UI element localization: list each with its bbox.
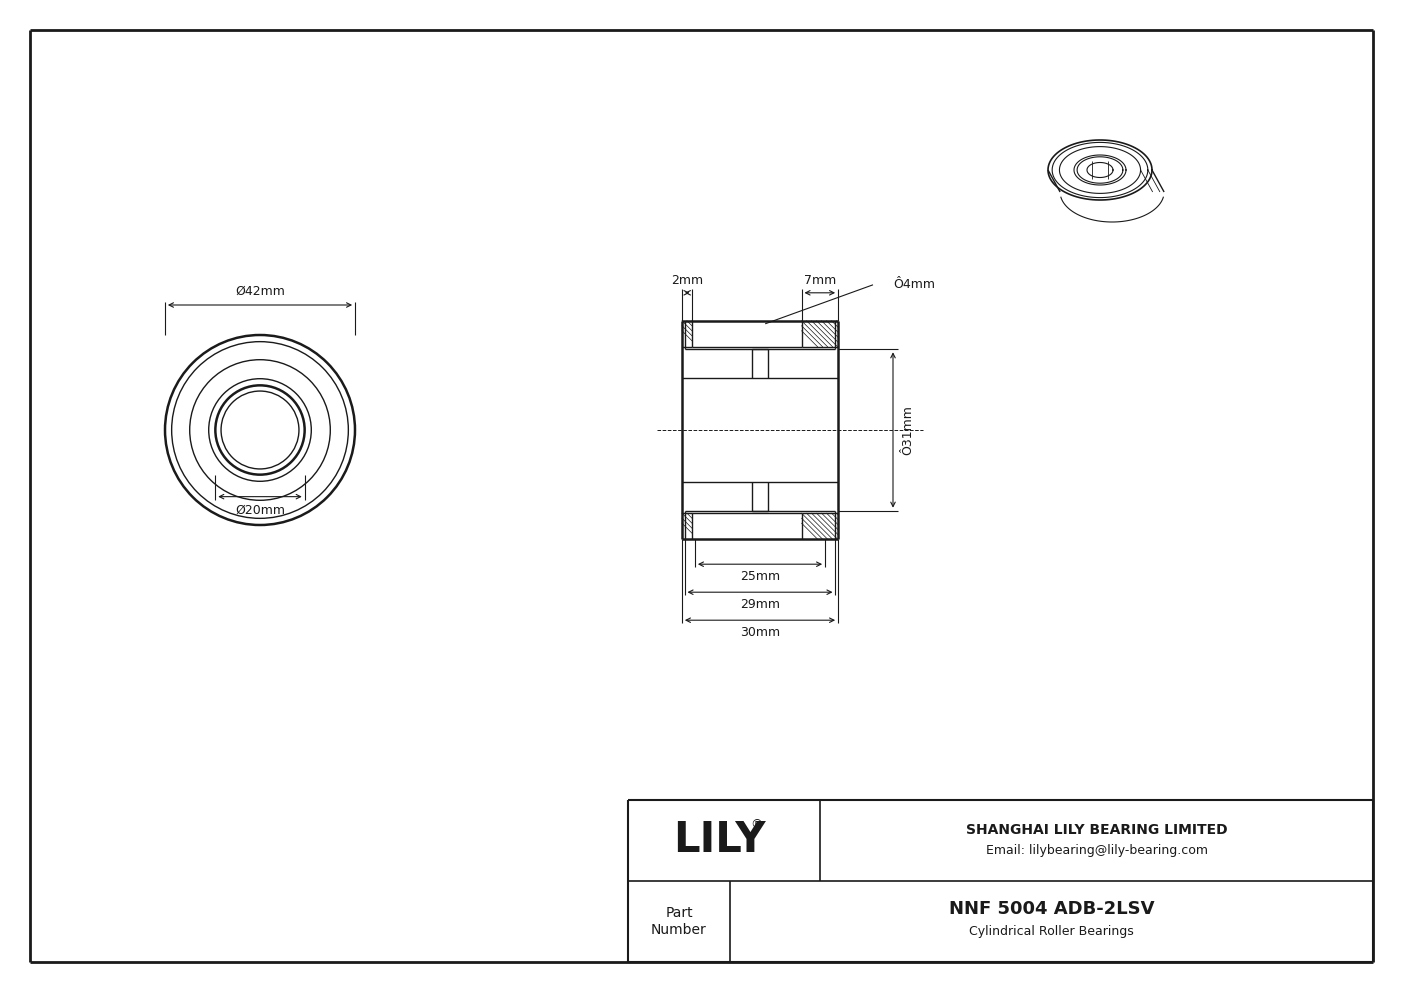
Text: 7mm: 7mm — [804, 275, 836, 288]
Text: NNF 5004 ADB-2LSV: NNF 5004 ADB-2LSV — [948, 901, 1155, 919]
Text: Ô4mm: Ô4mm — [892, 279, 934, 292]
Text: Part
Number: Part Number — [651, 907, 707, 936]
Text: 25mm: 25mm — [739, 569, 780, 582]
Text: 29mm: 29mm — [739, 598, 780, 611]
Text: 2mm: 2mm — [671, 275, 703, 288]
Text: 30mm: 30mm — [739, 626, 780, 639]
Text: Email: lilybearing@lily-bearing.com: Email: lilybearing@lily-bearing.com — [985, 844, 1208, 857]
Text: LILY: LILY — [673, 819, 765, 861]
Text: ®: ® — [751, 818, 763, 831]
Text: SHANGHAI LILY BEARING LIMITED: SHANGHAI LILY BEARING LIMITED — [965, 823, 1228, 837]
Text: Cylindrical Roller Bearings: Cylindrical Roller Bearings — [969, 925, 1134, 938]
Text: Ø42mm: Ø42mm — [236, 285, 285, 298]
Text: Ô31mm: Ô31mm — [901, 405, 913, 455]
Text: Ø20mm: Ø20mm — [234, 504, 285, 517]
